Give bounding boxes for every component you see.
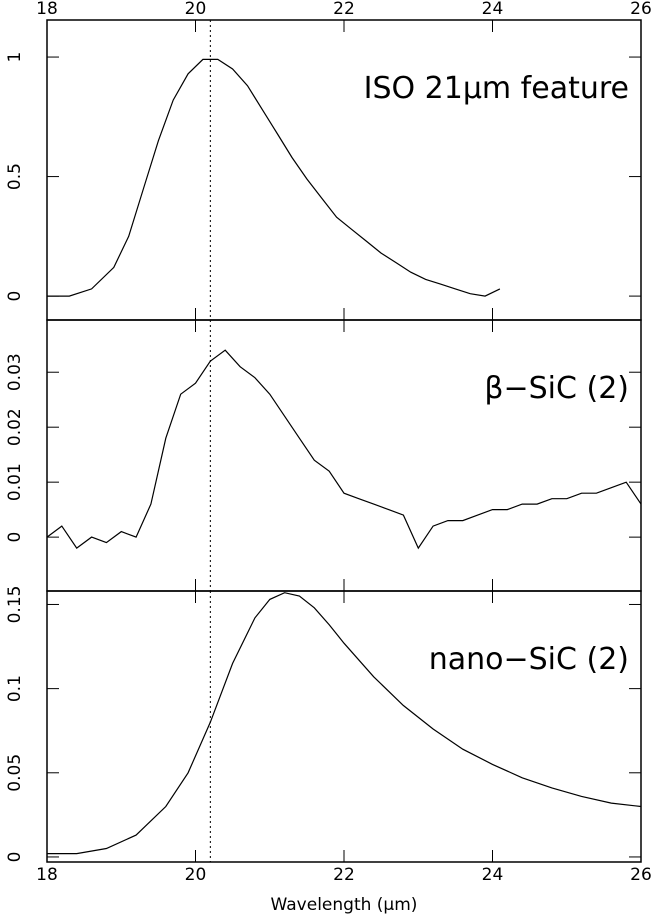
annotation: β−SiC (2) (484, 371, 629, 406)
y-tick-label: 0 (5, 532, 25, 543)
y-tick-label: 0.5 (5, 163, 25, 190)
y-tick-label: 0.05 (5, 754, 25, 792)
y-tick-label: 0.15 (5, 586, 25, 624)
y-tick-label: 0 (5, 291, 25, 302)
annotation: ISO 21μm feature (364, 71, 629, 106)
x-tick-label: 26 (630, 865, 652, 885)
x-tick-label: 24 (482, 865, 504, 885)
panel-frame (46, 319, 642, 592)
y-tick-label: 0.02 (5, 408, 25, 446)
spectrum-line (46, 349, 642, 550)
spectrum-line (47, 592, 642, 855)
spectrum-line (47, 58, 501, 297)
x-axis-label: Wavelength (μm) (271, 895, 418, 915)
panel-frame (46, 590, 642, 863)
y-tick-label: 1 (5, 52, 25, 63)
x-tick-label: 26 (630, 0, 652, 19)
y-tick-label: 0.1 (5, 675, 25, 702)
annotation: nano−SiC (2) (429, 642, 629, 677)
x-tick-label: 24 (482, 0, 504, 19)
x-tick-label: 22 (333, 0, 355, 19)
x-tick-label: 20 (185, 865, 207, 885)
y-tick-label: 0.03 (5, 353, 25, 391)
y-tick-label: 0.01 (5, 463, 25, 501)
x-tick-label: 18 (36, 865, 58, 885)
x-tick-label: 20 (185, 0, 207, 19)
panel-frame (46, 19, 642, 321)
x-tick-label: 22 (333, 865, 355, 885)
x-tick-label: 18 (36, 0, 58, 19)
y-tick-label: 0 (5, 852, 25, 863)
